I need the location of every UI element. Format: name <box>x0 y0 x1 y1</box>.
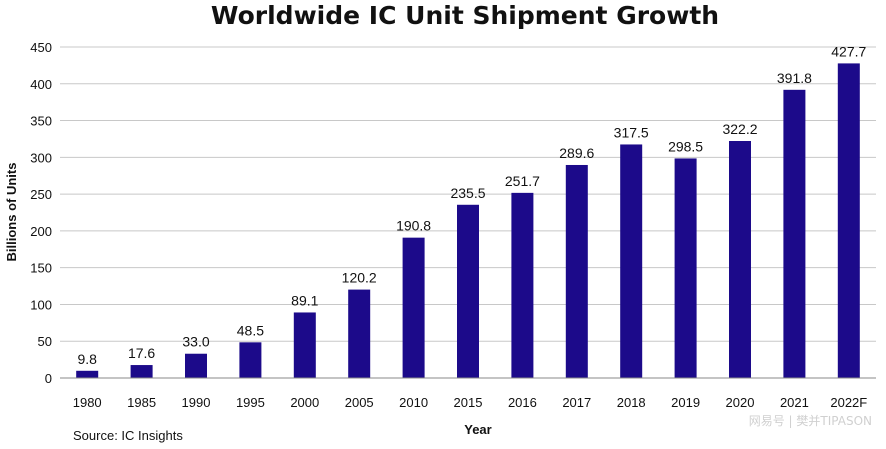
data-label-2019: 298.5 <box>668 138 703 154</box>
y-tick-label: 50 <box>38 334 52 349</box>
data-label-1995: 48.5 <box>237 322 264 338</box>
bar-2017 <box>565 164 588 378</box>
y-tick-label: 100 <box>30 297 52 312</box>
y-axis-tick-labels: 0 50 100 150 200 250 300 350 400 450 <box>30 40 52 386</box>
data-label-2021: 391.8 <box>777 70 812 86</box>
x-tick-label: 2010 <box>399 395 428 410</box>
y-tick-label: 300 <box>30 150 52 165</box>
chart-title: Worldwide IC Unit Shipment Growth <box>211 1 719 30</box>
x-tick-label: 2015 <box>454 395 483 410</box>
data-labels: 9.8 17.6 33.0 48.5 89.1 120.2 190.8 235.5 251.7 2… <box>77 43 866 366</box>
data-label-2010: 190.8 <box>396 218 431 234</box>
data-label-2000: 89.1 <box>291 292 318 308</box>
bar-2000 <box>293 312 316 378</box>
x-tick-label: 1985 <box>127 395 156 410</box>
x-tick-label: 2022F <box>830 395 867 410</box>
bar-2021 <box>783 89 806 379</box>
source-note: Source: IC Insights <box>73 428 183 443</box>
data-label-2020: 322.2 <box>722 121 757 137</box>
y-tick-label: 350 <box>30 114 52 129</box>
x-tick-label: 2019 <box>671 395 700 410</box>
x-tick-label: 2000 <box>290 395 319 410</box>
x-axis-tick-labels: 1980 1985 1990 1995 2000 2005 2010 2015 2016 2017… <box>73 395 868 410</box>
x-tick-label: 1995 <box>236 395 265 410</box>
data-label-2005: 120.2 <box>342 270 377 286</box>
data-label-1980: 9.8 <box>77 351 97 367</box>
x-tick-label: 2005 <box>345 395 374 410</box>
bars <box>76 63 860 379</box>
bar-2019 <box>674 158 697 378</box>
y-tick-label: 250 <box>30 187 52 202</box>
gridlines <box>60 46 876 342</box>
x-tick-label: 1980 <box>73 395 102 410</box>
data-label-2022F: 427.7 <box>831 43 866 59</box>
bar-2020 <box>729 141 751 378</box>
x-tick-label: 1990 <box>182 395 211 410</box>
bar-1980 <box>76 370 99 378</box>
bar-2015 <box>457 204 479 378</box>
y-tick-label: 200 <box>30 224 52 239</box>
y-tick-label: 0 <box>45 371 52 386</box>
bar-1990 <box>185 353 207 378</box>
x-tick-label: 2020 <box>726 395 755 410</box>
watermark: 网易号 | 樊并TIPASON <box>749 414 872 428</box>
x-tick-label: 2016 <box>508 395 537 410</box>
y-tick-label: 400 <box>30 77 52 92</box>
y-tick-label: 150 <box>30 261 52 276</box>
data-label-2017: 289.6 <box>559 145 594 161</box>
bar-2005 <box>348 289 371 378</box>
x-tick-label: 2018 <box>617 395 646 410</box>
bar-2016 <box>511 192 534 378</box>
data-label-2015: 235.5 <box>450 185 485 201</box>
bar-1985 <box>130 365 153 378</box>
y-axis-title: Billions of Units <box>4 163 19 262</box>
bar-2018 <box>620 144 643 378</box>
y-tick-label: 450 <box>30 40 52 55</box>
data-label-1990: 33.0 <box>182 334 209 350</box>
bar-1995 <box>239 342 262 378</box>
data-label-2018: 317.5 <box>614 124 649 140</box>
data-label-2016: 251.7 <box>505 173 540 189</box>
bar-2010 <box>402 237 425 378</box>
x-axis-title: Year <box>464 422 491 437</box>
data-label-1985: 17.6 <box>128 345 155 361</box>
x-tick-label: 2021 <box>780 395 809 410</box>
x-tick-label: 2017 <box>562 395 591 410</box>
bar-2022F <box>837 63 860 378</box>
